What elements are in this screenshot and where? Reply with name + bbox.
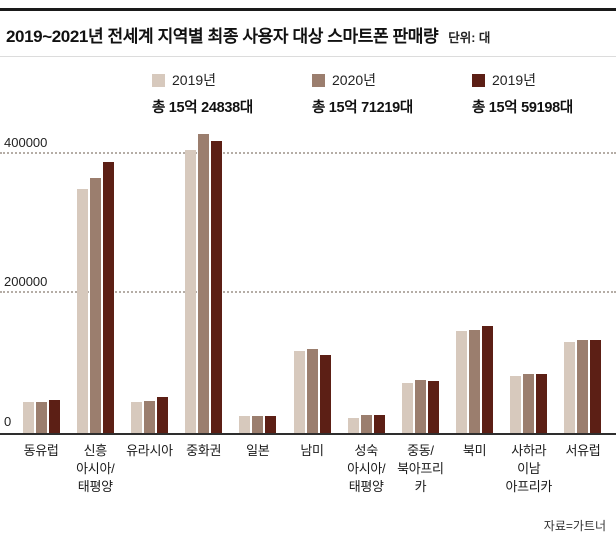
x-axis-label: 서유럽 [565,443,601,458]
legend-swatch [472,73,485,87]
legend-swatch [152,73,165,87]
bar-2019년 [130,401,142,433]
header: 2019~2021년 전세계 지역별 최종 사용자 대상 스마트폰 판매량 단위… [0,11,616,47]
x-axis-label: 사하라 이남 아프리카 [505,443,553,495]
bar-2020년 [469,330,481,433]
bar-2019년 [265,415,277,433]
bar-2020년 [198,134,210,433]
bar-2020년 [360,414,372,433]
bar-group [448,133,502,433]
bar-2019년 [293,350,305,433]
bar-2019년 [211,141,223,433]
plot-area: 0 200000 400000 [0,133,616,435]
bar-group [393,133,447,433]
bar-2019년 [22,402,34,433]
source-credit: 자료=가트너 [543,519,606,533]
bar-2019년 [48,400,60,433]
legend-label: 2019년 [172,72,217,88]
bar-groups [0,133,616,433]
bar-group [285,133,339,433]
x-axis-label: 신흥 아시아/ 태평양 [76,443,115,495]
x-axis-label: 북미 [462,443,487,458]
x-axis-labels: 동유럽 신흥 아시아/ 태평양 유라시아 중화권 일본 남미 성숙 아시아/ 태평양 중동/ … [0,442,616,497]
bar-2019년 [102,162,114,433]
bar-2019년 [482,326,494,433]
bar-group [231,133,285,433]
bar-2020년 [89,177,101,433]
bar-group [68,133,122,433]
gridline [0,291,616,294]
bar-2019년 [156,396,168,433]
title-divider [0,56,616,57]
bar-group [556,133,610,433]
x-axis-label: 성숙 아시아/ 태평양 [347,443,386,495]
legend-total: 총 15억 24838대 [152,100,253,116]
page-title: 2019~2021년 전세계 지역별 최종 사용자 대상 스마트폰 판매량 [6,27,439,46]
bar-2019년 [76,188,88,433]
y-tick-label: 200000 [4,274,48,290]
bar-2019년 [401,382,413,433]
bar-2020년 [523,373,535,433]
bar-2019년 [347,417,359,433]
bar-2019년 [319,354,331,433]
bar-2020년 [577,339,589,433]
legend-total: 총 15억 59198대 [472,100,573,116]
bar-2019년 [536,373,548,433]
bar-group [177,133,231,433]
bar-2020년 [252,415,264,433]
bar-group [122,133,176,433]
bar-2019년 [427,381,439,433]
bar-2019년 [510,375,522,433]
bar-group [339,133,393,433]
bar-group [502,133,556,433]
x-axis-label: 중동/ 북아프리카 [397,443,444,495]
legend-total: 총 15억 71219대 [312,100,413,116]
legend-label: 2020년 [332,72,377,88]
bar-2019년 [373,414,385,433]
bar-2020년 [143,400,155,433]
y-tick-label: 400000 [4,134,48,150]
x-axis-label: 중화권 [186,443,222,458]
top-divider [0,8,616,11]
x-axis-label: 남미 [300,443,324,458]
x-axis-label: 유라시아 [126,443,173,458]
bar-2019년 [456,331,468,433]
x-axis-label: 동유럽 [23,443,59,458]
bar-2019년 [239,416,251,433]
x-axis-label: 일본 [246,443,270,458]
bar-2019년 [564,342,576,433]
unit-label: 단위: 대 [448,31,491,45]
legend-swatch [312,73,325,87]
bar-2020년 [306,349,318,433]
legend-label: 2019년 [492,72,537,88]
bar-chart: 0 200000 400000 동유럽 신흥 아시아/ 태평양 유라시아 중화권 일본 남미 성… [0,133,616,497]
bar-group [14,133,68,433]
gridline [0,151,616,154]
bar-2020년 [35,402,47,433]
bar-2019년 [185,150,197,433]
y-tick-label: 0 [4,414,12,429]
bar-2020년 [414,379,426,433]
bar-2019년 [590,339,602,433]
